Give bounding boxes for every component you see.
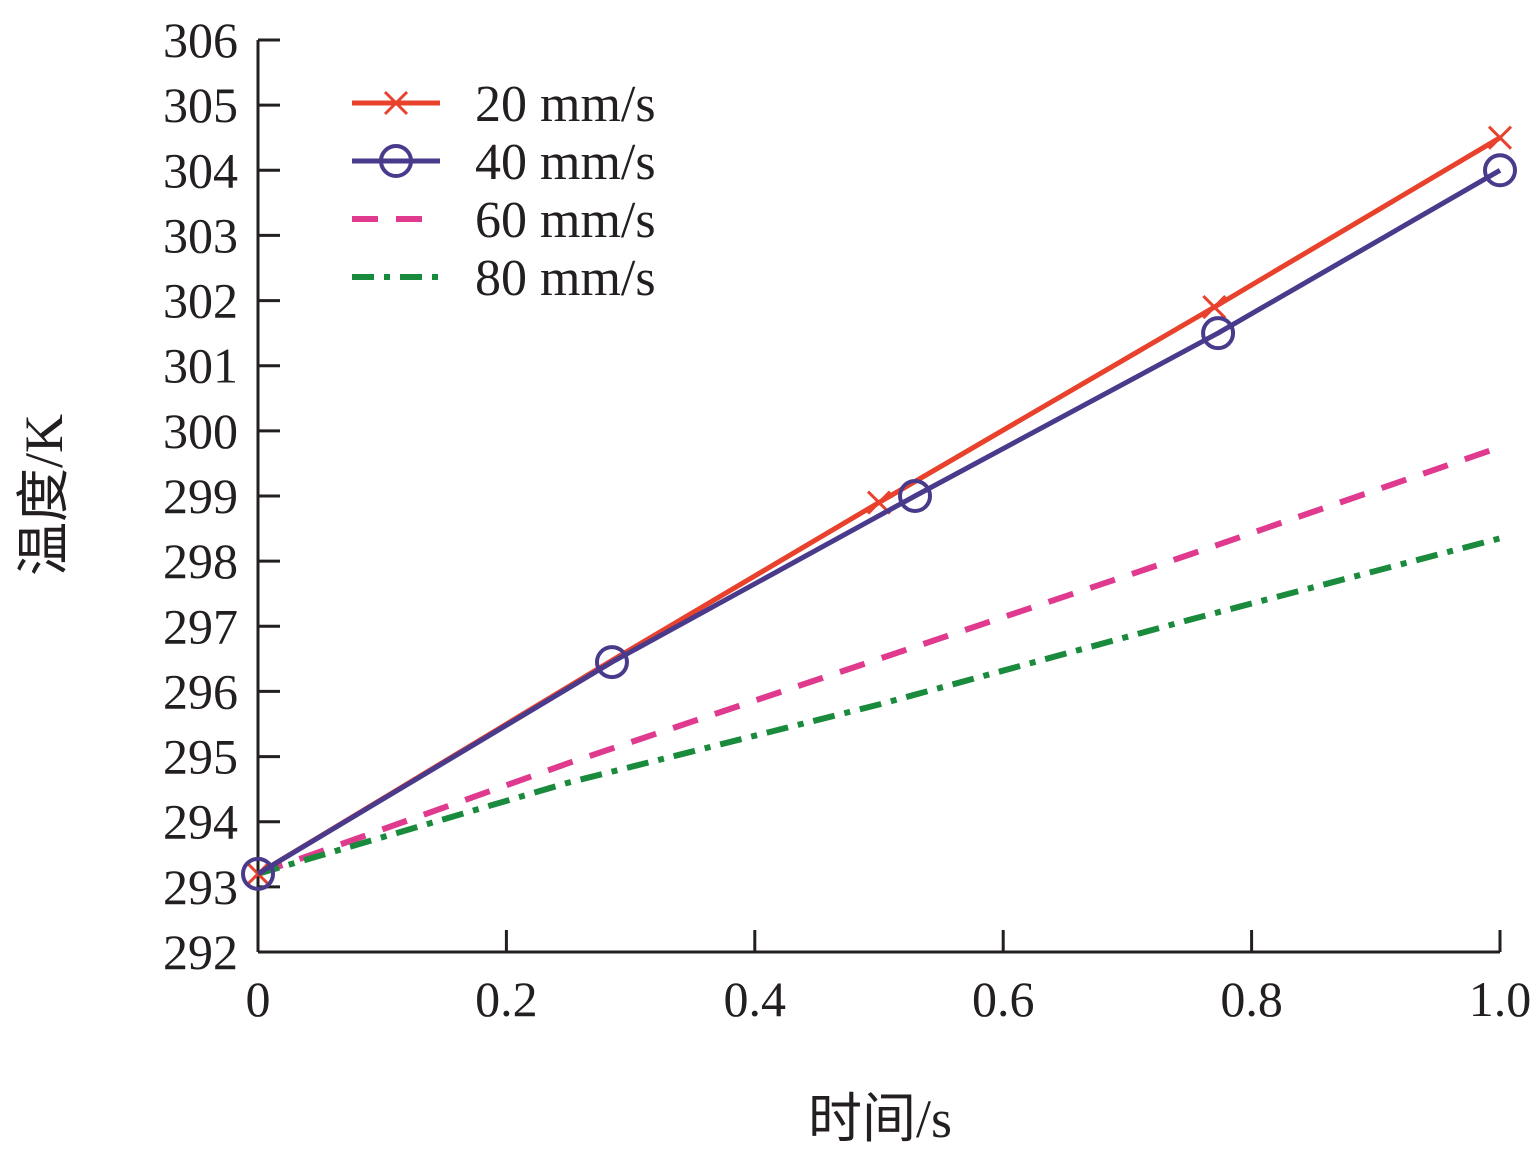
circle-marker — [379, 144, 413, 178]
y-tick-label: 301 — [163, 338, 238, 394]
series-line — [256, 444, 1501, 877]
series-line — [257, 535, 1501, 877]
x-marker — [1487, 125, 1513, 150]
y-tick-label: 306 — [163, 12, 238, 68]
x-marker — [1202, 295, 1227, 320]
x-marker — [383, 90, 409, 116]
series-60-mm-s — [256, 444, 1501, 877]
legend-item: 80 mm/s — [352, 250, 656, 307]
y-tick-label: 292 — [163, 924, 238, 980]
y-tick-label: 303 — [163, 207, 238, 263]
series-layer — [241, 125, 1517, 891]
series-80-mm-s — [257, 535, 1501, 877]
x-tick-label: 0.4 — [724, 971, 787, 1027]
axes — [256, 40, 1500, 954]
x-axis-title: 时间/s — [808, 1089, 952, 1149]
legend-label: 80 mm/s — [475, 250, 656, 307]
y-tick-label: 295 — [163, 729, 238, 785]
legend: 20 mm/s40 mm/s60 mm/s80 mm/s — [352, 76, 656, 307]
legend-item: 40 mm/s — [352, 134, 656, 191]
y-axis-title: 温度/K — [14, 414, 74, 576]
y-tick-label: 296 — [163, 663, 238, 719]
x-marker — [245, 861, 271, 886]
circle-marker — [1201, 316, 1236, 351]
x-tick-label: 0.6 — [972, 971, 1035, 1027]
y-tick-label: 300 — [163, 403, 238, 459]
legend-label: 60 mm/s — [475, 192, 656, 249]
circle-marker — [241, 856, 275, 891]
circle-marker — [594, 645, 629, 680]
circle-marker — [1483, 153, 1517, 188]
x-tick-label: 1.0 — [1469, 971, 1532, 1027]
x-tick-label: 0 — [246, 971, 271, 1027]
x-tick-label: 0.2 — [475, 971, 538, 1027]
series-line — [256, 168, 1502, 876]
legend-item: 60 mm/s — [352, 192, 656, 249]
legend-label: 40 mm/s — [475, 134, 656, 191]
circle-marker — [898, 479, 933, 513]
y-tick-label: 299 — [163, 468, 238, 524]
ticks: 292 293 294 295 296 297 298 299 300 301 302 303 304 3… — [163, 12, 1531, 1027]
y-tick-label: 297 — [163, 598, 238, 654]
y-tick-label: 305 — [163, 77, 238, 133]
y-tick-label: 304 — [163, 142, 238, 198]
y-tick-label: 293 — [163, 859, 238, 915]
y-tick-label: 302 — [163, 273, 238, 329]
y-tick-label: 294 — [163, 794, 238, 850]
legend-item: 20 mm/s — [352, 76, 656, 133]
y-tick-label: 298 — [163, 533, 238, 589]
legend-label: 20 mm/s — [475, 76, 656, 133]
x-tick-label: 0.8 — [1220, 971, 1283, 1027]
series-40-mm-s — [241, 153, 1517, 891]
